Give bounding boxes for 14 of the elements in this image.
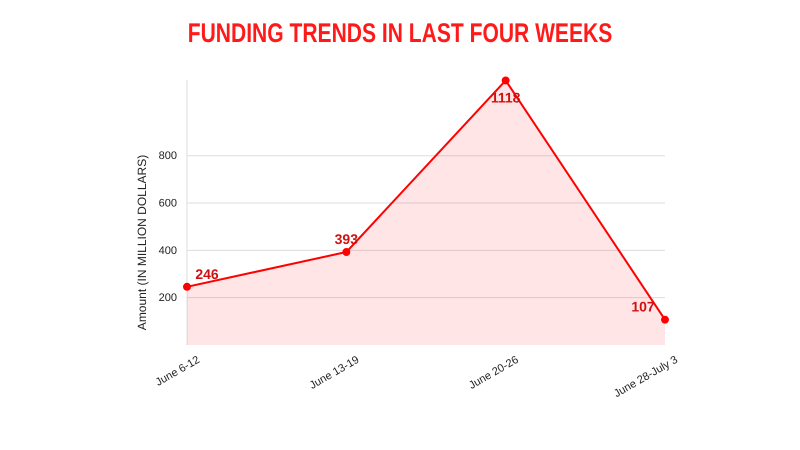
y-tick-label: 800 xyxy=(158,150,177,162)
y-tick-label: 600 xyxy=(158,198,177,210)
point xyxy=(661,316,669,324)
data-label: 246 xyxy=(195,266,219,282)
point xyxy=(342,248,350,256)
x-tick-label: June 6-12 xyxy=(154,354,202,389)
y-tick-label: 200 xyxy=(158,292,177,304)
point xyxy=(502,76,510,84)
y-axis-title: Amount (IN MILLION DOLLARS) xyxy=(135,154,149,330)
data-label: 393 xyxy=(334,231,358,248)
point xyxy=(183,282,191,291)
y-tick-label: 400 xyxy=(158,244,177,257)
chart-title: FUNDING TRENDS IN LAST FOUR WEEKS xyxy=(188,18,612,49)
data-label: 107 xyxy=(631,298,655,315)
